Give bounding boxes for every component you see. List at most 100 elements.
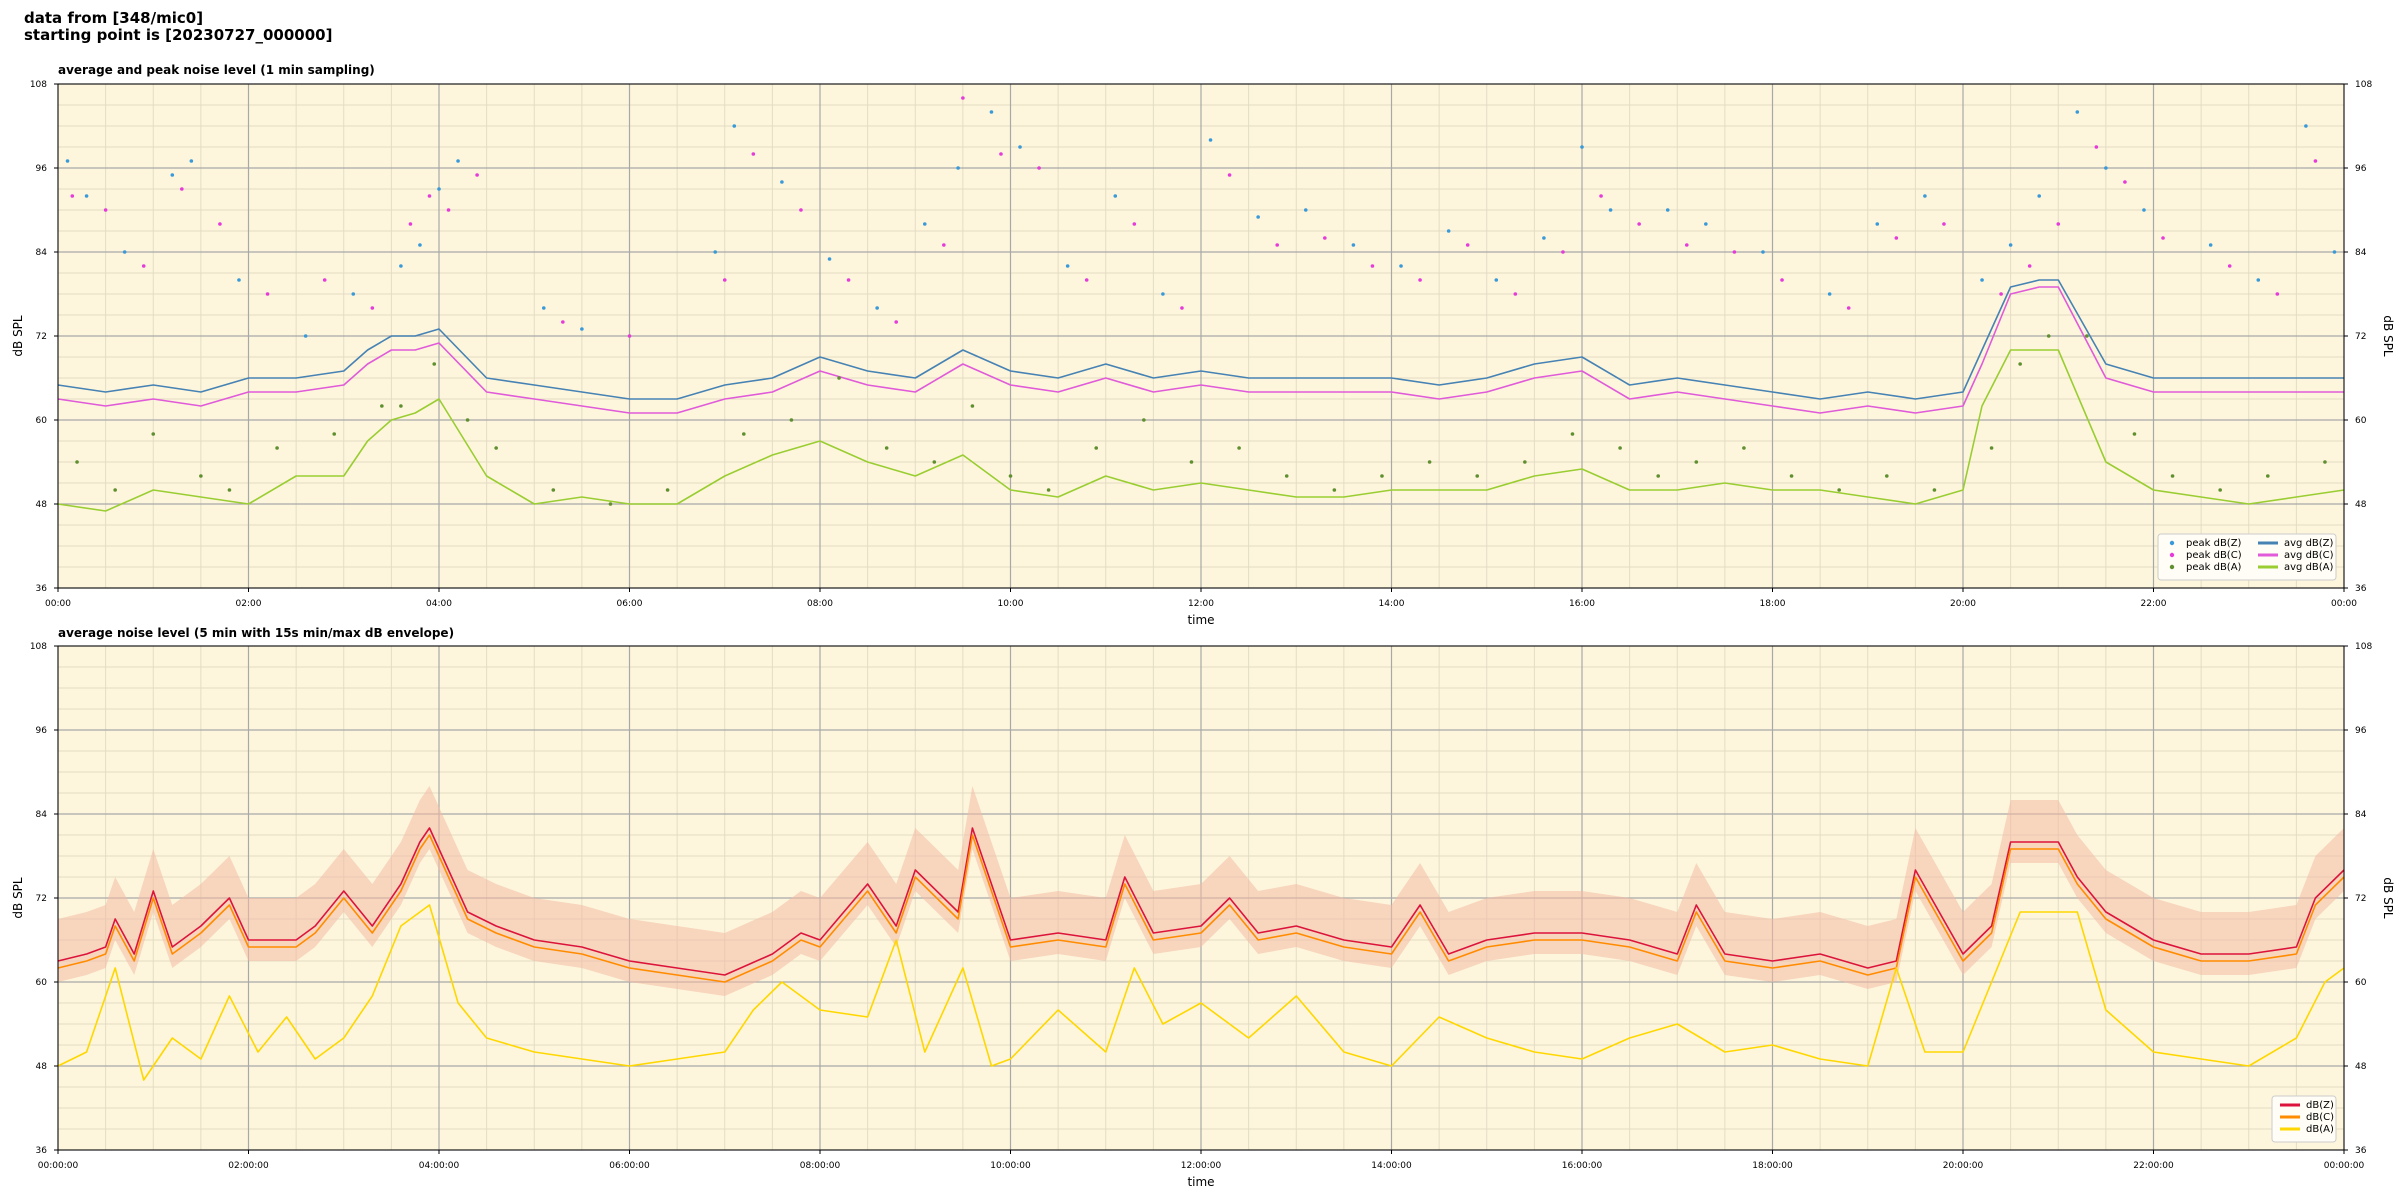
data-point-peak_dBA bbox=[932, 460, 937, 464]
data-point-peak_dBC bbox=[1894, 236, 1899, 240]
data-point-peak_dBC bbox=[475, 173, 479, 177]
y-axis-label: dB SPL bbox=[11, 877, 25, 919]
chart1-title: average and peak noise level (1 min samp… bbox=[58, 63, 375, 77]
data-point-peak_dBA bbox=[432, 362, 437, 366]
data-point-peak_dBA bbox=[227, 488, 232, 492]
data-point-peak_dBA bbox=[970, 404, 975, 408]
data-point-peak_dBC bbox=[2123, 180, 2127, 184]
y-tick-label-right: 72 bbox=[2355, 894, 2366, 904]
data-point-peak_dBA bbox=[1570, 432, 1575, 436]
x-tick-label: 22:00:00 bbox=[2133, 1161, 2174, 1171]
data-point-peak_dBZ bbox=[875, 306, 879, 310]
legend-box bbox=[2157, 533, 2337, 581]
data-point-peak_dBZ bbox=[2037, 194, 2041, 198]
data-point-peak_dBC bbox=[1999, 292, 2003, 296]
y-tick-label-right: 84 bbox=[2355, 810, 2367, 820]
data-point-peak_dBZ bbox=[1494, 278, 1499, 282]
data-point-peak_dBZ bbox=[1542, 236, 1546, 240]
data-point-peak_dBZ bbox=[399, 264, 403, 268]
series-line-dBZ bbox=[57, 827, 2345, 976]
data-point-peak_dBC bbox=[1684, 243, 1689, 247]
data-point-peak_dBA bbox=[1008, 474, 1013, 478]
data-point-peak_dBZ bbox=[456, 159, 460, 163]
data-point-peak_dBA bbox=[2085, 334, 2089, 338]
data-point-peak_dBA bbox=[199, 474, 203, 478]
y-axis-label-right: dB SPL bbox=[2381, 877, 2395, 919]
data-point-peak_dBA bbox=[151, 432, 156, 436]
x-tick-label: 08:00:00 bbox=[800, 1161, 841, 1171]
data-point-peak_dBC bbox=[1599, 194, 1603, 198]
y-axis-label: dB SPL bbox=[11, 315, 25, 357]
y-tick-label-right: 96 bbox=[2355, 164, 2367, 174]
page-header: data from [348/mic0] starting point is [… bbox=[24, 10, 332, 44]
x-axis-label: time bbox=[1187, 1175, 1214, 1189]
x-axis-label: time bbox=[1187, 613, 1214, 627]
data-point-peak_dBA bbox=[2323, 460, 2327, 464]
data-point-peak_dBZ bbox=[2332, 250, 2337, 254]
y-tick-label-right: 72 bbox=[2355, 332, 2366, 342]
data-point-peak_dBC bbox=[1084, 278, 1089, 282]
data-point-peak_dBA bbox=[465, 418, 470, 422]
y-tick-label: 36 bbox=[36, 584, 48, 594]
x-tick-label: 20:00:00 bbox=[1943, 1161, 1984, 1171]
y-tick-label: 48 bbox=[36, 1062, 48, 1072]
data-point-peak_dBZ bbox=[65, 159, 70, 163]
data-point-peak_dBA bbox=[1885, 474, 1889, 478]
y-tick-label-right: 108 bbox=[2355, 642, 2372, 652]
data-point-peak_dBC bbox=[103, 208, 108, 212]
x-tick-label: 04:00:00 bbox=[419, 1161, 460, 1171]
data-point-peak_dBZ bbox=[922, 222, 927, 226]
data-point-peak_dBC bbox=[1275, 243, 1279, 247]
y-tick-label-right: 36 bbox=[2355, 584, 2367, 594]
y-tick-label: 84 bbox=[36, 248, 48, 258]
y-tick-label-right: 108 bbox=[2355, 80, 2372, 90]
data-point-peak_dBC bbox=[846, 278, 851, 282]
y-tick-label-right: 48 bbox=[2355, 1062, 2367, 1072]
data-point-peak_dBZ bbox=[2208, 243, 2213, 247]
header-source-line: data from [348/mic0] bbox=[24, 9, 204, 27]
series-line-avg_dBA bbox=[57, 349, 2345, 512]
x-tick-label: 20:00 bbox=[1950, 599, 1976, 609]
data-point-peak_dBC bbox=[1561, 250, 1565, 254]
data-point-peak_dBC bbox=[322, 278, 327, 282]
y-tick-label: 108 bbox=[30, 642, 47, 652]
data-point-peak_dBC bbox=[265, 292, 270, 296]
data-point-peak_dBA bbox=[1742, 446, 1746, 450]
legend-label: dB(Z) bbox=[2306, 1100, 2334, 1111]
data-point-peak_dBZ bbox=[827, 257, 832, 261]
x-tick-label: 00:00:00 bbox=[2324, 1161, 2365, 1171]
data-point-peak_dBA bbox=[2218, 488, 2222, 492]
data-point-peak_dBZ bbox=[1827, 292, 1832, 296]
y-tick-label-right: 36 bbox=[2355, 1146, 2367, 1156]
data-point-peak_dBC bbox=[1132, 222, 1137, 226]
data-point-peak_dBC bbox=[2027, 264, 2032, 268]
data-point-peak_dBC bbox=[751, 152, 756, 156]
data-point-peak_dBC bbox=[1780, 278, 1784, 282]
x-tick-label: 22:00 bbox=[2141, 599, 2167, 609]
x-tick-label: 06:00:00 bbox=[609, 1161, 650, 1171]
series-line-dBC bbox=[57, 834, 2345, 983]
data-point-peak_dBA bbox=[380, 404, 384, 408]
data-point-peak_dBC bbox=[427, 194, 432, 198]
data-point-peak_dBC bbox=[1846, 306, 1851, 310]
data-point-peak_dBZ bbox=[1875, 222, 1880, 226]
data-point-peak_dBZ bbox=[1303, 208, 1308, 212]
y-tick-label: 72 bbox=[36, 332, 47, 342]
data-point-peak_dBC bbox=[1370, 264, 1375, 268]
data-point-peak_dBC bbox=[218, 222, 222, 226]
data-point-peak_dBZ bbox=[122, 250, 127, 254]
data-point-peak_dBA bbox=[2018, 362, 2022, 366]
data-point-peak_dBA bbox=[1789, 474, 1794, 478]
data-point-peak_dBA bbox=[789, 418, 794, 422]
data-point-peak_dBZ bbox=[2075, 110, 2080, 114]
data-point-peak_dBZ bbox=[1065, 264, 1070, 268]
data-point-peak_dBA bbox=[1332, 488, 1337, 492]
data-point-peak_dBZ bbox=[580, 327, 584, 331]
data-point-peak_dBZ bbox=[1665, 208, 1670, 212]
data-point-peak_dBC bbox=[722, 278, 727, 282]
data-point-peak_dBC bbox=[2094, 145, 2099, 149]
data-point-peak_dBA bbox=[1142, 418, 1146, 422]
data-point-peak_dBA bbox=[1284, 474, 1289, 478]
x-tick-label: 02:00 bbox=[236, 599, 262, 609]
